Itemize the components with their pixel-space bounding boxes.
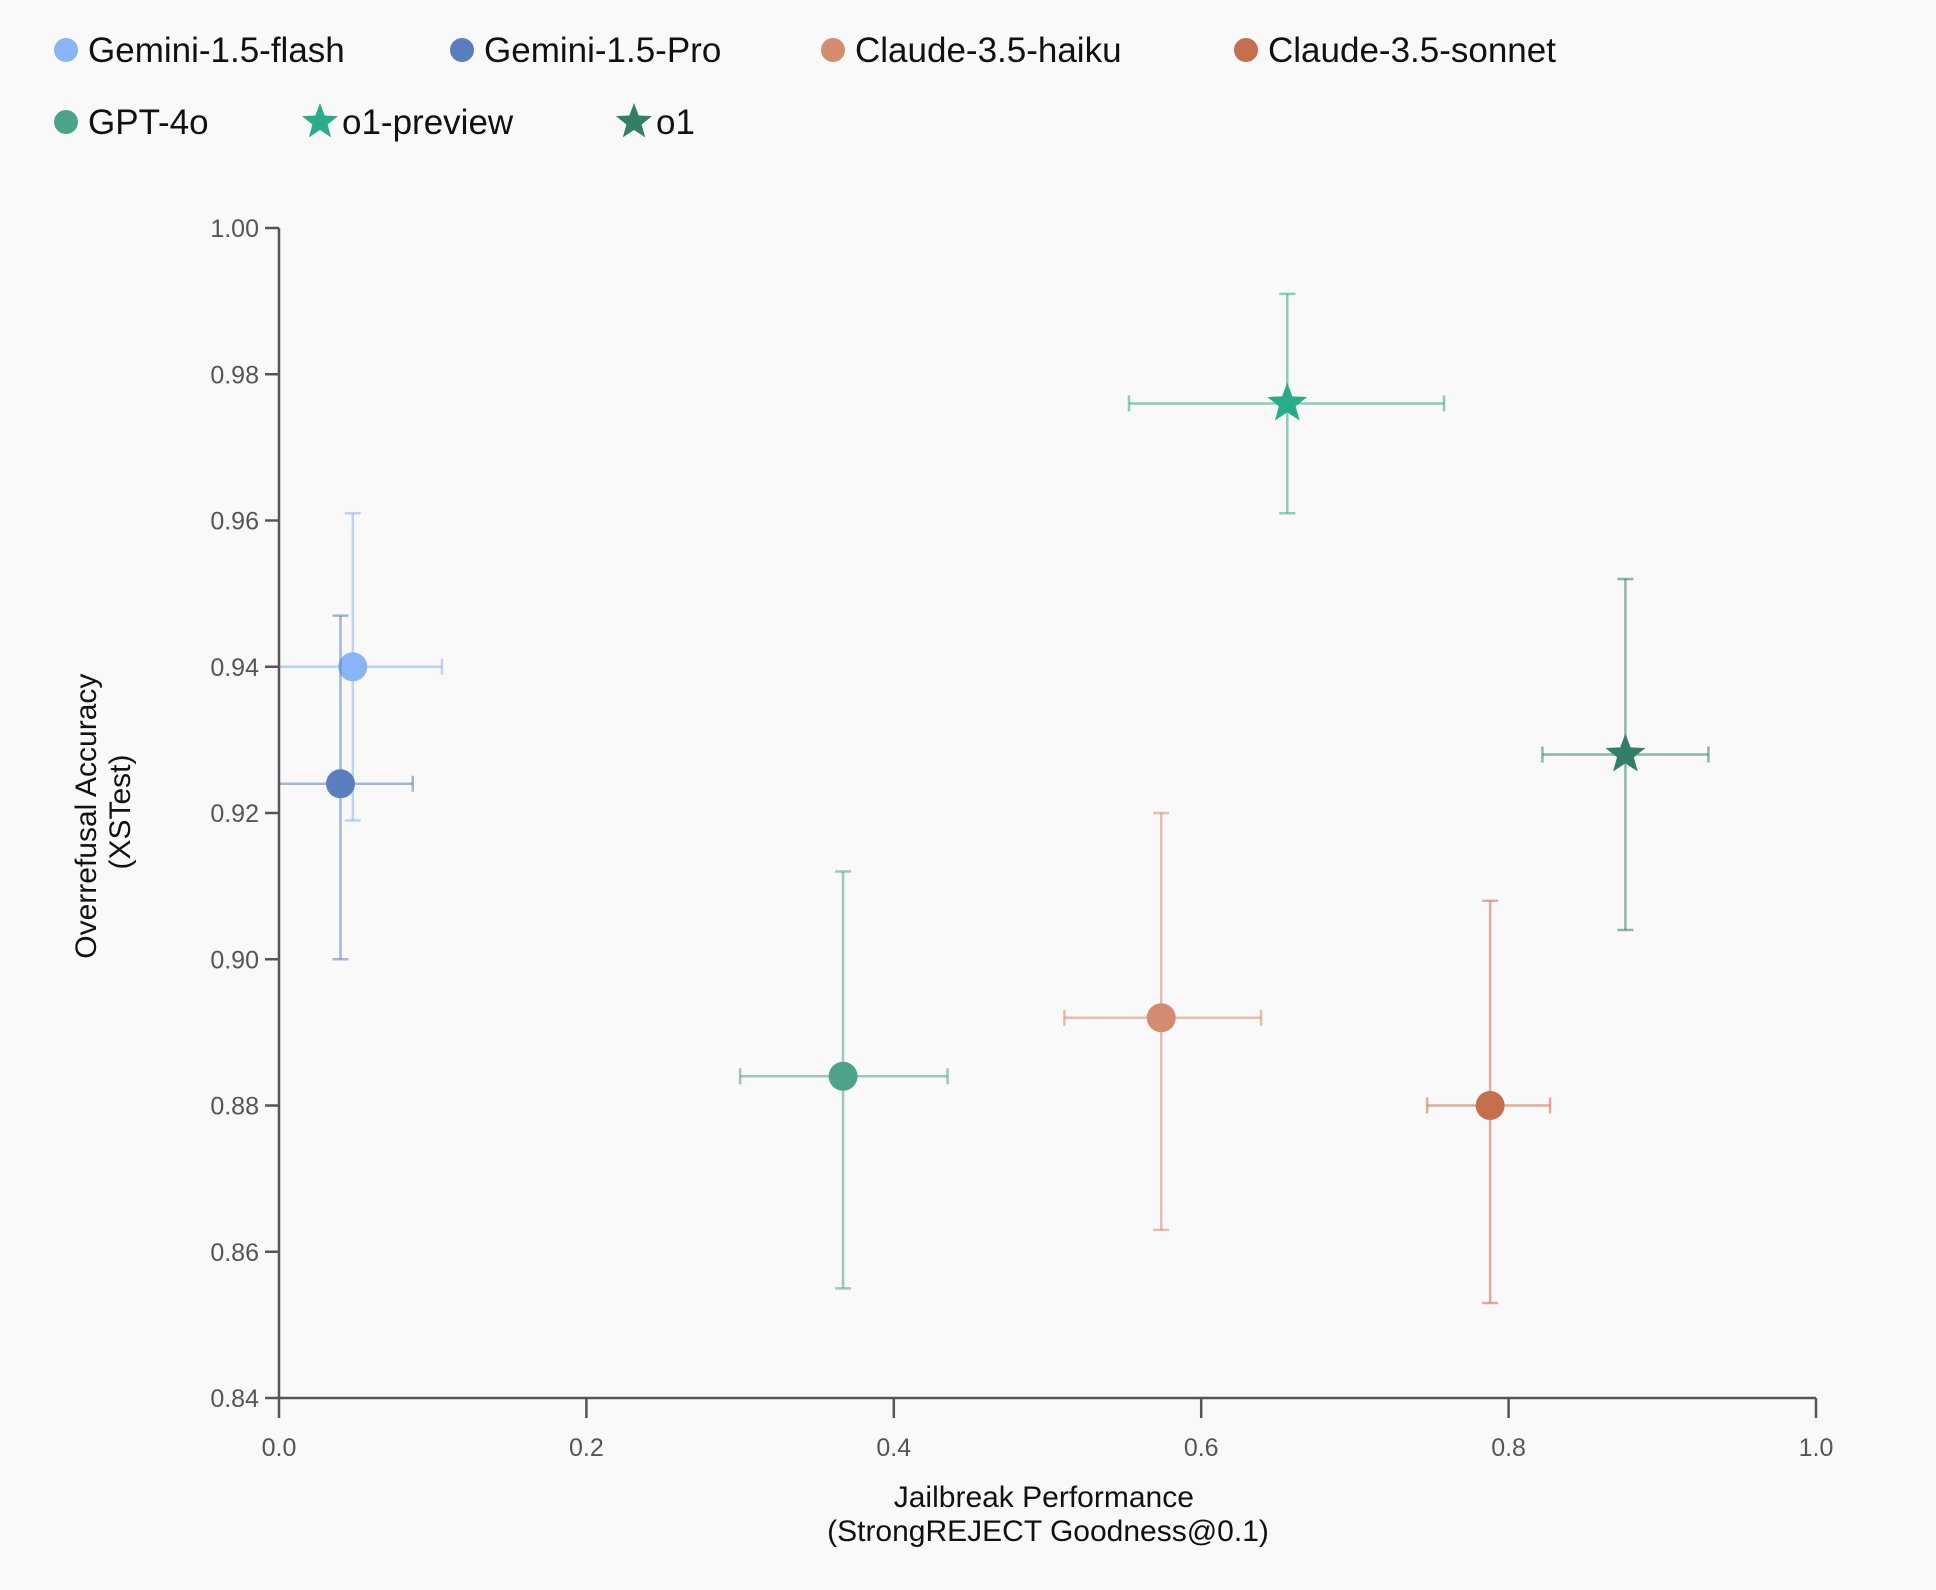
legend-label: Claude-3.5-haiku [855,31,1122,70]
x-tick-label: 0.8 [1491,1434,1526,1462]
legend-label: o1 [656,103,695,142]
legend-item: o1-preview [301,103,514,142]
legend-label: Claude-3.5-sonnet [1268,31,1556,70]
y-tick-label: 0.86 [210,1239,259,1267]
legend-circle-icon [54,38,78,62]
y-axis-title-line2: (XSTest) [104,754,137,869]
y-tick-label: 0.96 [210,508,259,536]
y-axis-title-line1: Overrefusal Accuracy [70,674,103,959]
data-point-circle [338,652,368,682]
legend-item: Gemini-1.5-Pro [450,31,721,70]
legend: Gemini-1.5-flash Gemini-1.5-Pro Claude-3.5… [54,31,1556,142]
legend-circle-icon [54,110,78,134]
series-o1-preview [1127,292,1446,515]
x-tick-label: 0.0 [262,1434,297,1462]
series-o1 [1541,577,1710,932]
x-ticks: 0.0 0.2 0.4 0.6 0.8 1.0 [262,1398,1834,1462]
data-point-circle [1475,1091,1505,1120]
y-axis-title: Overrefusal Accuracy (XSTest) [70,665,137,958]
plot-area [279,292,1710,1305]
data-point-circle [828,1061,858,1091]
series-claude-3-5-haiku [1063,811,1263,1232]
y-tick-label: 0.88 [210,1093,259,1121]
x-tick-label: 0.4 [876,1434,911,1462]
series-gemini-1-5-flash [279,511,444,822]
y-tick-label: 0.90 [210,946,259,974]
legend-star-icon [615,103,653,138]
y-tick-label: 1.00 [210,215,259,243]
x-tick-label: 1.0 [1799,1434,1834,1462]
legend-star-icon [301,103,339,138]
legend-item: Gemini-1.5-flash [54,31,345,70]
legend-label: Gemini-1.5-Pro [484,31,721,70]
legend-label: GPT-4o [88,103,209,142]
data-point-circle [1146,1003,1176,1033]
legend-item: GPT-4o [54,103,209,142]
legend-item: o1 [615,103,695,142]
y-tick-label: 0.92 [210,800,259,828]
x-tick-label: 0.6 [1184,1434,1219,1462]
x-axis-title: Jailbreak Performance (StrongREJECT Good… [827,1481,1269,1548]
series-claude-3-5-sonnet [1425,899,1552,1305]
x-axis-title-line2: (StrongREJECT Goodness@0.1) [827,1515,1269,1548]
y-tick-label: 0.98 [210,361,259,389]
y-tick-label: 0.94 [210,654,259,682]
legend-circle-icon [1234,38,1258,62]
legend-circle-icon [450,38,474,62]
legend-item: Claude-3.5-sonnet [1234,31,1556,70]
legend-label: Gemini-1.5-flash [88,31,345,70]
data-point-star [1605,733,1646,772]
data-point-star [1267,382,1308,421]
x-tick-label: 0.2 [569,1434,604,1462]
y-ticks: 0.84 0.86 0.88 0.90 0.92 0.94 0.96 0.98 1.00 [210,215,279,1413]
series-gpt-4o [738,870,949,1290]
data-point-circle [325,769,355,799]
legend-item: Claude-3.5-haiku [821,31,1122,70]
y-tick-label: 0.84 [210,1385,259,1413]
series-gemini-1-5-pro [279,614,414,961]
legend-circle-icon [821,38,845,62]
axes: 0.84 0.86 0.88 0.90 0.92 0.94 0.96 0.98 1.00 0.0… [210,215,1833,1462]
x-axis-title-line1: Jailbreak Performance [894,1481,1194,1514]
legend-label: o1-preview [342,103,514,142]
